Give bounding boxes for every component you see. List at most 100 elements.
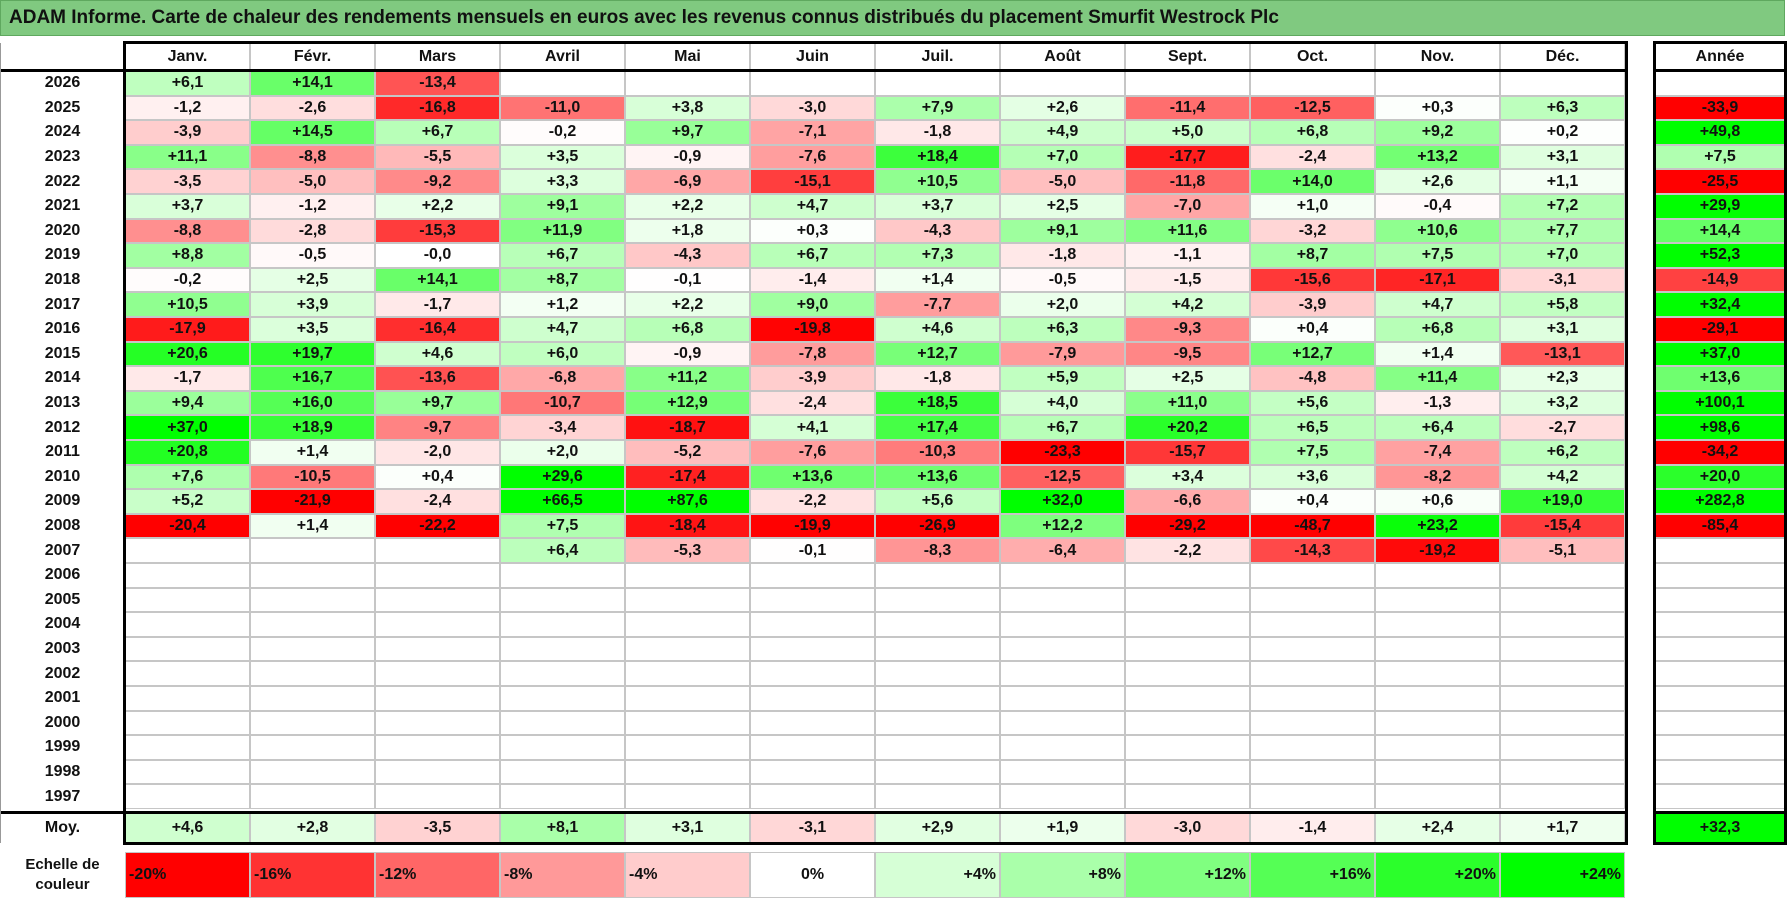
heatmap-cell: -7,6 (750, 144, 875, 170)
column-header: Sept. (1125, 43, 1250, 71)
heatmap-cell: +3,7 (125, 194, 250, 219)
heatmap-cell (750, 686, 875, 711)
heatmap-cell: +6,3 (1000, 317, 1125, 342)
color-scale-swatch: +24% (1500, 852, 1625, 898)
heatmap-cell (750, 661, 875, 686)
heatmap-cell: -10,5 (250, 464, 375, 490)
heatmap-cell: +13,2 (1375, 144, 1500, 170)
heatmap-cell (1125, 661, 1250, 686)
heatmap-cell: +2,2 (375, 194, 500, 219)
heatmap-cell: +3,8 (625, 95, 750, 121)
heatmap-cell: +5,8 (1500, 292, 1625, 317)
heatmap-cell: +0,3 (750, 218, 875, 244)
average-cell: +1,7 (1500, 813, 1625, 843)
heatmap-cell: -2,4 (750, 390, 875, 416)
heatmap-cell (1500, 71, 1625, 96)
column-header: Mars (375, 43, 500, 71)
row-year-label: 2012 (0, 415, 125, 440)
heatmap-cell: -7,8 (750, 341, 875, 367)
heatmap-cell: +14,5 (250, 120, 375, 145)
heatmap-cell: -5,3 (625, 538, 750, 563)
heatmap-cell (1125, 636, 1250, 662)
average-cell: -1,4 (1250, 813, 1375, 843)
heatmap-cell (625, 735, 750, 760)
heatmap-cell (875, 735, 1000, 760)
color-scale-label: Echelle de couleur (25, 856, 100, 893)
heatmap-cell (1000, 759, 1125, 785)
column-header: Mai (625, 43, 750, 71)
heatmap-cell (500, 784, 625, 809)
heatmap-cell (250, 612, 375, 637)
heatmap-cell: +4,1 (750, 415, 875, 440)
heatmap-cell: +8,7 (1250, 243, 1375, 268)
heatmap-cell: +7,9 (875, 95, 1000, 121)
heatmap-cell: -10,7 (500, 390, 625, 416)
heatmap-cell: +6,2 (1500, 440, 1625, 465)
heatmap-cell: +8,7 (500, 267, 625, 293)
row-year-label: 2009 (0, 489, 125, 514)
heatmap-cell (250, 538, 375, 563)
heatmap-cell: -0,1 (625, 267, 750, 293)
heatmap-cell (625, 784, 750, 809)
average-divider (0, 811, 1625, 814)
row-year-label: 2016 (0, 317, 125, 342)
heatmap-cell: -19,8 (750, 317, 875, 342)
heatmap-cell: +0,3 (1375, 95, 1500, 121)
heatmap-cell: +7,0 (1500, 243, 1625, 268)
average-cell: -3,1 (750, 813, 875, 843)
heatmap-cell (875, 686, 1000, 711)
heatmap-cell (625, 563, 750, 588)
heatmap-cell: +0,4 (375, 464, 500, 490)
heatmap-cell: -15,1 (750, 169, 875, 194)
heatmap-cell (125, 612, 250, 637)
heatmap-cell: -7,0 (1125, 194, 1250, 219)
color-scale-swatch: -4% (625, 852, 750, 898)
heatmap-cell: +14,0 (1250, 169, 1375, 194)
heatmap-cell: -9,2 (375, 169, 500, 194)
heatmap-cell (750, 612, 875, 637)
annual-cell: -34,2 (1655, 440, 1785, 465)
heatmap-cell (500, 636, 625, 662)
heatmap-cell: +4,0 (1000, 390, 1125, 416)
heatmap-cell: -8,8 (250, 144, 375, 170)
heatmap-cell (625, 661, 750, 686)
color-scale-swatch: +16% (1250, 852, 1375, 898)
row-year-label: 2000 (0, 710, 125, 736)
row-year-label: 2023 (0, 144, 125, 170)
heatmap-cell (375, 710, 500, 736)
heatmap-cell (375, 759, 500, 785)
heatmap-cell: +16,0 (250, 390, 375, 416)
heatmap-cell: -0,2 (500, 120, 625, 145)
heatmap-cell: -15,4 (1500, 513, 1625, 539)
annual-cell: +52,3 (1655, 243, 1785, 268)
heatmap-cell (875, 636, 1000, 662)
heatmap-cell (125, 759, 250, 785)
annual-cell (1655, 563, 1785, 588)
heatmap-cell: +1,4 (875, 267, 1000, 293)
heatmap-cell (750, 71, 875, 96)
column-header: Janv. (125, 43, 250, 71)
heatmap-cell: -2,2 (750, 489, 875, 514)
heatmap-cell: -0,4 (1375, 194, 1500, 219)
heatmap-cell (1000, 612, 1125, 637)
heatmap-cell (1500, 735, 1625, 760)
heatmap-cell (1125, 759, 1250, 785)
heatmap-cell (250, 587, 375, 613)
heatmap-cell: -29,2 (1125, 513, 1250, 539)
heatmap-cell (125, 784, 250, 809)
heatmap-cell (375, 784, 500, 809)
heatmap-cell: +29,6 (500, 464, 625, 490)
heatmap-cell: -0,5 (1000, 267, 1125, 293)
heatmap-cell: -1,8 (875, 120, 1000, 145)
heatmap-cell: -18,7 (625, 415, 750, 440)
annual-cell (1655, 759, 1785, 785)
heatmap-cell: -5,2 (625, 440, 750, 465)
heatmap-cell: +3,7 (875, 194, 1000, 219)
heatmap-cell (125, 587, 250, 613)
heatmap-cell (1125, 612, 1250, 637)
average-cell: +2,8 (250, 813, 375, 843)
row-year-label: 2021 (0, 194, 125, 219)
heatmap-cell: +4,7 (750, 194, 875, 219)
heatmap-cell (1000, 636, 1125, 662)
heatmap-cell: +12,2 (1000, 513, 1125, 539)
